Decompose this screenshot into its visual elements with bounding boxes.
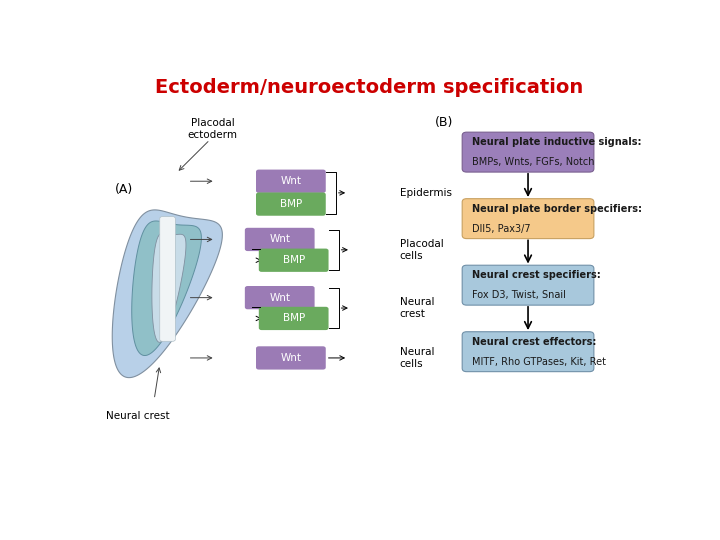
FancyBboxPatch shape [462,199,594,239]
FancyBboxPatch shape [256,170,325,193]
PathPatch shape [132,221,202,355]
Text: Neural plate inductive signals:: Neural plate inductive signals: [472,137,642,147]
Text: Wnt: Wnt [269,293,290,302]
Text: Ectoderm/neuroectoderm specification: Ectoderm/neuroectoderm specification [155,78,583,97]
FancyBboxPatch shape [462,332,594,372]
Text: Neural crest: Neural crest [106,411,169,421]
FancyBboxPatch shape [258,248,328,272]
Text: Wnt: Wnt [269,234,290,245]
Text: Dll5, Pax3/7: Dll5, Pax3/7 [472,224,531,234]
Text: BMP: BMP [282,313,305,323]
PathPatch shape [152,233,186,342]
Text: MITF, Rho GTPases, Kit, Ret: MITF, Rho GTPases, Kit, Ret [472,357,606,367]
PathPatch shape [112,210,222,377]
FancyBboxPatch shape [256,192,325,216]
Text: Placodal
cells: Placodal cells [400,239,444,261]
FancyBboxPatch shape [462,132,594,172]
Text: BMP: BMP [282,255,305,265]
FancyBboxPatch shape [245,286,315,309]
FancyBboxPatch shape [245,228,315,251]
Text: Placodal
ectoderm: Placodal ectoderm [188,118,238,140]
Text: Fox D3, Twist, Snail: Fox D3, Twist, Snail [472,290,566,300]
Text: Wnt: Wnt [280,353,302,363]
Text: Neural crest specifiers:: Neural crest specifiers: [472,270,601,280]
Text: Neural
crest: Neural crest [400,297,434,319]
Text: Wnt: Wnt [280,176,302,186]
FancyBboxPatch shape [160,217,176,341]
Text: (B): (B) [435,116,453,129]
Text: (A): (A) [115,183,133,196]
Text: Neural crest effectors:: Neural crest effectors: [472,337,597,347]
Text: Epidermis: Epidermis [400,188,451,198]
Text: BMP: BMP [280,199,302,209]
FancyBboxPatch shape [256,346,325,369]
FancyBboxPatch shape [462,265,594,305]
FancyBboxPatch shape [258,307,328,330]
Text: Neural plate border specifiers:: Neural plate border specifiers: [472,204,642,214]
Text: Neural
cells: Neural cells [400,347,434,369]
Text: BMPs, Wnts, FGFs, Notch: BMPs, Wnts, FGFs, Notch [472,157,595,167]
